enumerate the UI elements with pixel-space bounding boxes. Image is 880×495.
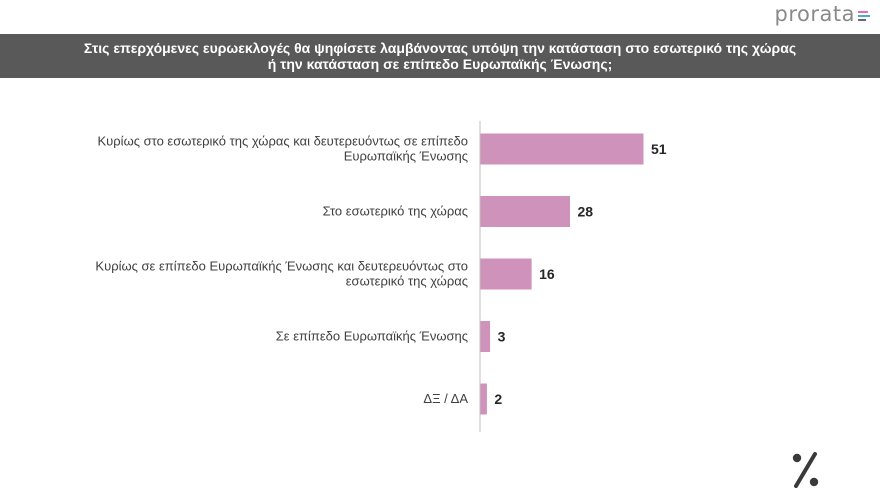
bar-0 xyxy=(480,133,644,165)
percent-icon xyxy=(792,452,819,488)
data-label-4: 2 xyxy=(494,391,502,407)
category-label-0-line-0: Κυρίως στο εσωτερικό της χώρας και δευτε… xyxy=(98,134,469,149)
bar-2 xyxy=(480,258,532,290)
category-label-4-line-0: ΔΞ / ΔΑ xyxy=(423,391,468,406)
question-title-line-2: ή την κατάσταση σε επίπεδο Ευρωπαϊκής Έν… xyxy=(267,56,613,72)
category-label-2-line-1: εσωτερικό της χώρας xyxy=(346,274,468,289)
category-label-0: Κυρίως στο εσωτερικό της χώρας και δευτε… xyxy=(98,134,469,164)
category-label-1-line-0: Στο εσωτερικό της χώρας xyxy=(323,204,468,219)
brand-bars-icon xyxy=(858,10,870,21)
question-title: Στις επερχόμενες ευρωεκλογές θα ψηφίσετε… xyxy=(50,40,830,72)
category-label-2-line-0: Κυρίως σε επίπεδο Ευρωπαϊκής Ένωσης και … xyxy=(95,259,468,274)
category-label-4: ΔΞ / ΔΑ xyxy=(423,391,468,406)
brand-name: prorata xyxy=(774,2,855,26)
category-label-2: Κυρίως σε επίπεδο Ευρωπαϊκής Ένωσης και … xyxy=(95,259,468,289)
question-title-line-1: Στις επερχόμενες ευρωεκλογές θα ψηφίσετε… xyxy=(83,40,797,56)
data-label-3: 3 xyxy=(498,329,506,345)
category-label-1: Στο εσωτερικό της χώρας xyxy=(323,204,468,219)
category-label-3: Σε επίπεδο Ευρωπαϊκής Ένωσης xyxy=(276,329,468,344)
data-label-0: 51 xyxy=(651,141,667,157)
data-label-1: 28 xyxy=(577,204,593,220)
data-label-2: 16 xyxy=(539,266,555,282)
question-header: Στις επερχόμενες ευρωεκλογές θα ψηφίσετε… xyxy=(0,34,880,78)
category-label-3-line-0: Σε επίπεδο Ευρωπαϊκής Ένωσης xyxy=(276,329,468,344)
brand-logo: prorata xyxy=(775,2,870,26)
bar-3 xyxy=(480,321,491,352)
bar-4 xyxy=(480,383,487,415)
category-label-0-line-1: Ευρωπαϊκής Ένωσης xyxy=(344,149,468,164)
bar-1 xyxy=(480,196,570,227)
